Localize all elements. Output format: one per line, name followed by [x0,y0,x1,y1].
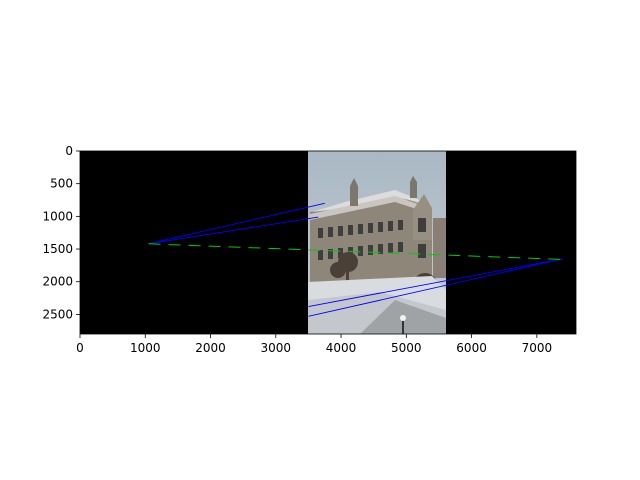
y-tick-label: 1000 [42,209,73,223]
y-tick-label: 2500 [42,307,73,321]
green-line [148,243,563,260]
x-axis: 0 1000 2000 3000 4000 5000 6000 7000 [76,150,577,355]
y-tick-label: 500 [50,177,73,191]
x-tick-label: 2000 [195,341,226,355]
x-tick-label: 5000 [391,341,422,355]
region-black-right [445,151,576,334]
y-tick-label: 0 [65,144,73,158]
x-tick-label: 6000 [456,341,487,355]
x-tick-label: 4000 [326,341,357,355]
x-tick-label: 0 [76,341,84,355]
x-tick-label: 3000 [261,341,292,355]
y-tick-label: 2000 [42,275,73,289]
building-photo [308,151,446,334]
blue-match-lines [148,202,564,317]
x-tick-label: 7000 [522,341,553,355]
region-black-left [80,151,309,334]
x-tick-label: 1000 [130,341,161,355]
y-axis: 0 500 1000 1500 2000 2500 [42,144,80,321]
blue-line-4 [308,258,564,317]
blue-line-2 [148,216,319,245]
blue-line-1 [148,202,325,245]
green-dashed-line [148,243,563,260]
axes-frame [79,150,577,335]
blue-line-3 [308,258,564,307]
y-tick-label: 1500 [42,242,73,256]
